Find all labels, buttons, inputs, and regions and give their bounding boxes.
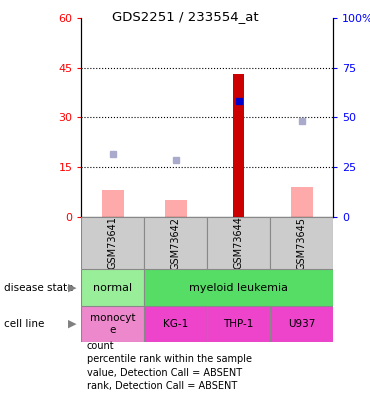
Bar [81, 217, 144, 269]
Bar [144, 217, 207, 269]
Bar [207, 306, 270, 342]
Bar [270, 217, 333, 269]
Text: GSM73645: GSM73645 [296, 217, 307, 269]
Bar [233, 75, 244, 217]
Bar [207, 217, 270, 269]
Bar [81, 306, 144, 342]
Bar [290, 187, 313, 217]
Bar [165, 200, 187, 217]
Bar [144, 269, 333, 306]
Text: GSM73642: GSM73642 [171, 217, 181, 269]
Bar [81, 269, 144, 306]
Text: count: count [87, 341, 115, 351]
Text: monocyt
e: monocyt e [90, 313, 135, 335]
Text: KG-1: KG-1 [163, 319, 188, 329]
Text: U937: U937 [288, 319, 315, 329]
Text: ▶: ▶ [68, 319, 76, 329]
Text: cell line: cell line [4, 319, 44, 329]
Text: value, Detection Call = ABSENT: value, Detection Call = ABSENT [87, 368, 242, 377]
Text: disease state: disease state [4, 283, 73, 292]
Text: rank, Detection Call = ABSENT: rank, Detection Call = ABSENT [87, 381, 237, 391]
Bar [144, 306, 207, 342]
Bar [270, 306, 333, 342]
Text: GSM73644: GSM73644 [233, 217, 244, 269]
Text: normal: normal [93, 283, 132, 292]
Text: THP-1: THP-1 [223, 319, 254, 329]
Text: percentile rank within the sample: percentile rank within the sample [87, 354, 252, 364]
Text: myeloid leukemia: myeloid leukemia [189, 283, 288, 292]
Text: ▶: ▶ [68, 283, 76, 292]
Bar [102, 190, 124, 217]
Text: GSM73641: GSM73641 [108, 217, 118, 269]
Text: GDS2251 / 233554_at: GDS2251 / 233554_at [112, 10, 258, 23]
